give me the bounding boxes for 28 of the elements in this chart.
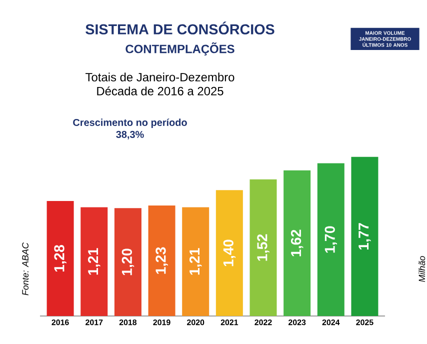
bar [284, 170, 311, 316]
text: 38,3% [116, 130, 144, 140]
bar [351, 156, 378, 316]
chart-title: SISTEMA DE CONSÓRCIOS [86, 22, 274, 34]
text: Década de 2016 a 2025 [97, 86, 224, 96]
data-label: 1,28 [54, 244, 66, 272]
bar [182, 207, 210, 316]
chart-subtitle: CONTEMPLAÇÕES [126, 42, 234, 56]
bar [148, 205, 176, 316]
bar [80, 207, 108, 316]
data-label: 1,77 [358, 223, 371, 250]
data-label: 1,20 [122, 248, 134, 276]
source-note: Fonte: ABAC [22, 242, 28, 296]
data-label: 1,40 [223, 240, 236, 266]
data-label: 1,52 [257, 234, 270, 261]
y-axis-title: Milhão [418, 256, 426, 282]
data-label: 1,62 [290, 230, 304, 256]
bar [216, 190, 243, 316]
bar [114, 208, 142, 316]
bar [317, 163, 344, 316]
data-label: 1,21 [88, 248, 100, 275]
text: Totais de Janeiro-Dezembro [86, 72, 234, 82]
bar [250, 179, 277, 316]
text: Crescimento no período [73, 118, 187, 128]
data-label: 1,21 [189, 248, 202, 275]
data-label: 1,23 [156, 247, 168, 274]
bar [46, 200, 74, 316]
data-label: 1,70 [324, 226, 338, 253]
